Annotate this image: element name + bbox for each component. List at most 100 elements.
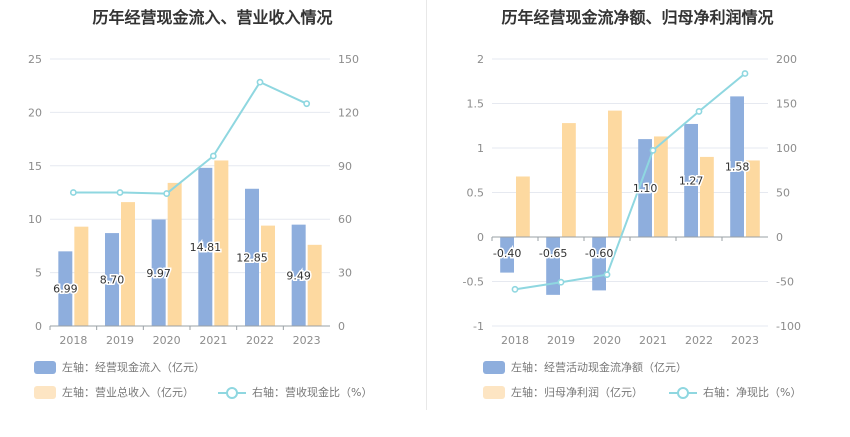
legend-label: 左轴：归母净利润（亿元） — [511, 386, 643, 399]
cashflow-revenue-chart: 历年经营现金流入、营业收入情况 0 5 10 15 20 25 0 30 60 90 120 150 2… — [28, 8, 372, 400]
legend-swatch-orange — [34, 385, 56, 399]
left-axis-tick-label: 1.5 — [467, 98, 485, 111]
right-axis-tick-label: 120 — [338, 106, 359, 119]
left-axis-tick-label: -0.5 — [463, 276, 484, 289]
data-label: -0.40 — [493, 247, 521, 260]
data-label: 6.99 — [53, 283, 78, 296]
line-point-2022 — [256, 78, 264, 86]
x-axis-tick-label: 2023 — [293, 334, 321, 347]
x-axis-tick-label: 2021 — [639, 334, 667, 347]
line-point-2022 — [695, 108, 703, 115]
x-axis-tick-label: 2022 — [246, 334, 274, 347]
legend-item-series-3[interactable]: 右轴：营收现金比（%） — [218, 384, 372, 400]
right-axis-tick-label: 0 — [776, 231, 783, 244]
x-axis-tick-label: 2021 — [199, 334, 227, 347]
bar-2021-series-2 — [214, 160, 229, 326]
legend-item-series-1[interactable]: 左轴：经营现金流入（亿元） — [34, 359, 205, 375]
bar-2022-series-1 — [684, 123, 698, 237]
line-series-3 — [73, 80, 308, 195]
right-axis-tick-label: 90 — [338, 160, 352, 173]
x-axis-tick-label: 2019 — [106, 334, 134, 347]
left-axis-tick-label: 15 — [28, 160, 42, 173]
bar-2022-series-1 — [245, 188, 259, 326]
line-point-2023 — [303, 100, 311, 108]
data-label: 8.70 — [100, 274, 125, 287]
chart-plot-area: 0 5 10 15 20 25 0 30 60 90 120 150 2018 2019 2020 2021 2… — [28, 53, 359, 347]
bar-2022-series-2 — [261, 225, 275, 326]
bar-2019-series-1 — [105, 233, 119, 326]
data-label: -0.65 — [539, 247, 567, 260]
right-axis-tick-label: 150 — [776, 98, 797, 111]
left-axis-tick-label: -1 — [473, 320, 484, 333]
bar-2023-series-2 — [307, 244, 322, 326]
line-point-2018 — [69, 189, 77, 196]
chart-plot-area: -1 -0.5 0 0.5 1 1.5 2 -100 -50 0 50 100 150 200 2018 20… — [463, 53, 801, 347]
right-axis-tick-label: 200 — [776, 53, 797, 66]
left-axis-tick-label: 20 — [28, 106, 42, 119]
left-axis-tick-label: 2 — [477, 53, 484, 66]
bar-2021-series-2 — [654, 136, 668, 237]
left-axis-tick-label: 0 — [477, 231, 484, 244]
chart-title: 历年经营现金流净额、归母净利润情况 — [501, 8, 774, 27]
legend-line-marker-icon — [218, 386, 246, 399]
bar-2020-series-1 — [592, 237, 606, 291]
data-label: 12.85 — [236, 251, 268, 264]
left-axis-tick-label: 5 — [35, 267, 42, 280]
line-series-3 — [514, 72, 746, 291]
data-label: 1.58 — [725, 161, 750, 174]
line-point-2018 — [511, 285, 519, 293]
line-point-2021 — [649, 147, 657, 154]
bar-2023-series-2 — [746, 160, 760, 237]
bar-2020-series-1 — [151, 219, 166, 326]
legend-swatch-blue — [34, 360, 56, 374]
legend-label: 左轴：经营活动现金流净额（亿元） — [511, 361, 687, 374]
bar-2019-series-2 — [562, 123, 576, 237]
bar-2020-series-2 — [167, 182, 182, 326]
bar-2023-series-1 — [730, 96, 744, 237]
legend-item-series-3[interactable]: 右轴：净现比（%） — [669, 384, 801, 400]
data-label: 9.97 — [146, 267, 171, 280]
right-axis-tick-label: 0 — [338, 320, 345, 333]
left-axis-tick-label: 1 — [477, 142, 484, 155]
data-label: -0.60 — [585, 247, 613, 260]
left-axis-tick-label: 0.5 — [467, 187, 485, 200]
legend-swatch-blue — [483, 360, 505, 374]
bar-2018-series-1 — [58, 251, 73, 326]
data-label: 1.27 — [679, 174, 704, 187]
legend-label: 右轴：营收现金比（%） — [252, 386, 373, 399]
right-axis-tick-label: 150 — [338, 53, 359, 66]
bar-2020-series-2 — [608, 110, 622, 237]
right-axis-tick-label: -100 — [776, 320, 801, 333]
legend-line-marker-icon — [669, 386, 697, 399]
right-axis-tick-label: -50 — [776, 276, 794, 289]
left-axis-tick-label: 10 — [28, 213, 42, 226]
right-axis-tick-label: 60 — [338, 213, 352, 226]
legend-item-series-2[interactable]: 左轴：归母净利润（亿元） — [483, 384, 643, 400]
legend-item-series-2[interactable]: 左轴：营业总收入（亿元） — [34, 384, 194, 400]
legend-swatch-orange — [483, 385, 505, 399]
legend-label: 右轴：净现比（%） — [703, 386, 802, 399]
data-label: 9.49 — [286, 269, 311, 282]
x-axis-tick-label: 2020 — [153, 334, 181, 347]
line-point-2019 — [557, 278, 565, 286]
left-axis-tick-label: 25 — [28, 53, 42, 66]
line-point-2021 — [209, 152, 217, 160]
x-axis-tick-label: 2018 — [59, 334, 87, 347]
bar-2021-series-1 — [198, 167, 213, 326]
bar-2023-series-1 — [291, 224, 306, 326]
right-axis-tick-label: 30 — [338, 267, 352, 280]
netcash-profit-chart: 历年经营现金流净额、归母净利润情况 -1 -0.5 0 0.5 1 1.5 2 -100 -50… — [425, 0, 850, 437]
line-point-2020 — [163, 190, 171, 197]
bar-2019-series-2 — [121, 202, 135, 326]
panel-divider — [426, 0, 427, 410]
x-axis-tick-label: 2023 — [731, 334, 759, 347]
bar-2019-series-1 — [546, 237, 560, 295]
x-axis-tick-label: 2022 — [685, 334, 713, 347]
data-label: 14.81 — [190, 241, 222, 254]
legend-item-series-1[interactable]: 左轴：经营活动现金流净额（亿元） — [483, 359, 687, 375]
bar-2018-series-2 — [516, 176, 530, 237]
x-axis-tick-label: 2020 — [593, 334, 621, 347]
data-label: 1.10 — [633, 182, 658, 195]
x-axis-tick-label: 2018 — [501, 334, 529, 347]
x-axis-tick-label: 2019 — [547, 334, 575, 347]
